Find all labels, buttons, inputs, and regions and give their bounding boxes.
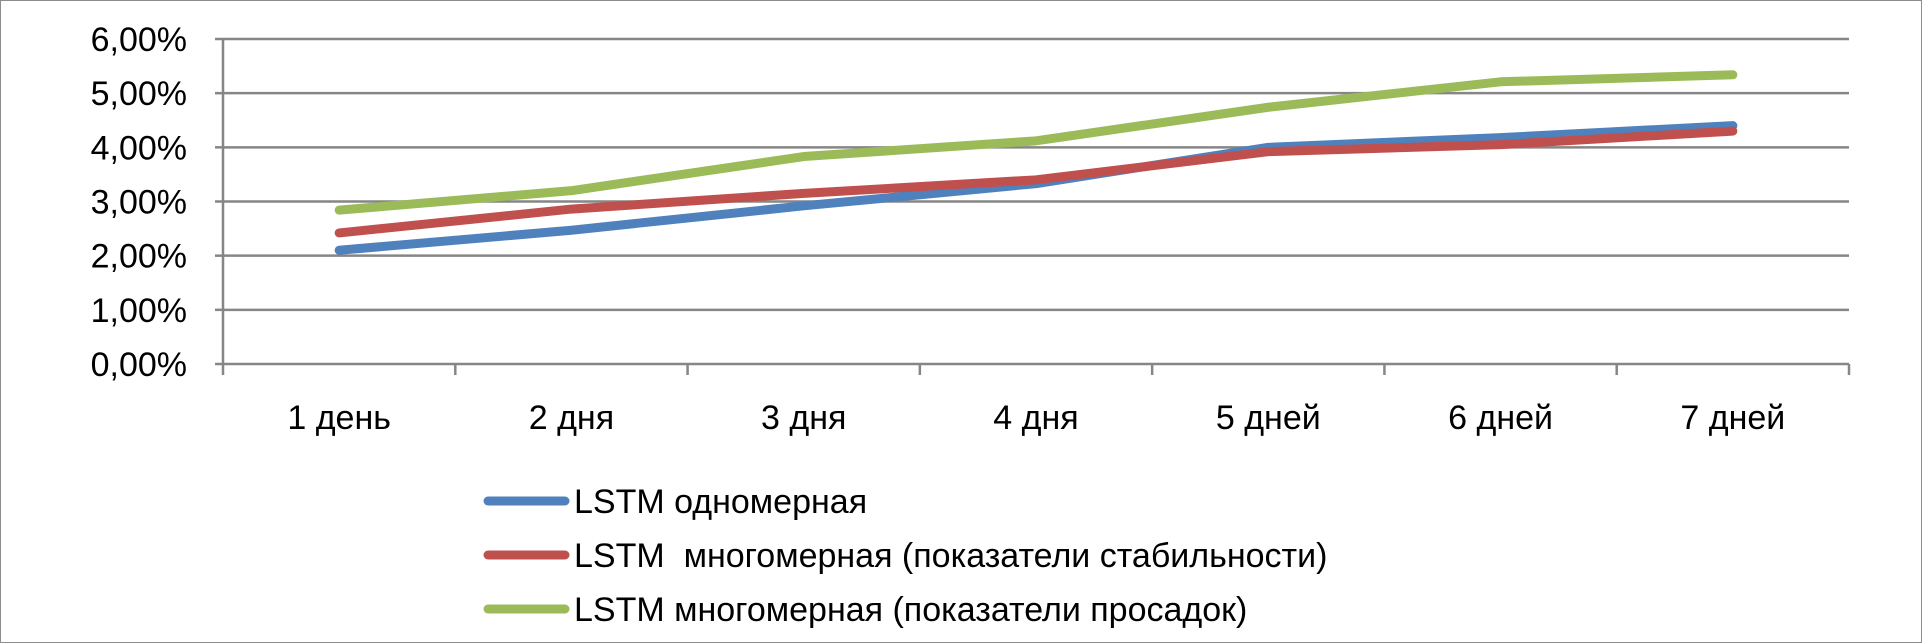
y-tick-label: 6,00% (91, 21, 187, 59)
legend-label-3: LSTM многомерная (показатели просадок) (574, 591, 1247, 629)
y-tick-label: 1,00% (91, 292, 187, 330)
x-tick-label: 1 день (287, 399, 391, 437)
x-tick-label: 5 дней (1216, 399, 1321, 437)
y-tick-label: 3,00% (91, 184, 187, 222)
y-tick-label: 4,00% (91, 129, 187, 167)
y-tick-label: 2,00% (91, 238, 187, 276)
legend: LSTM одномерная LSTM многомерная (показат… (483, 483, 1327, 629)
x-tick-label: 7 дней (1680, 399, 1785, 437)
y-tick-label: 5,00% (91, 75, 187, 113)
x-tick-label: 4 дня (993, 399, 1078, 437)
y-tick-label: 0,00% (91, 346, 187, 384)
x-tick-label: 3 дня (761, 399, 846, 437)
series-line-2 (334, 126, 1738, 238)
x-tick-label: 2 дня (529, 399, 614, 437)
series-lines (334, 70, 1738, 255)
legend-label-1: LSTM одномерная (574, 483, 867, 521)
series-line-3 (334, 70, 1738, 215)
axes: 0,00% 1,00% 2,00% 3,00% 4,00% 5,00% 6,00% 1 ден… (91, 21, 1851, 437)
x-tick-label: 6 дней (1448, 399, 1553, 437)
legend-label-2: LSTM многомерная (показатели стабильност… (574, 537, 1327, 575)
